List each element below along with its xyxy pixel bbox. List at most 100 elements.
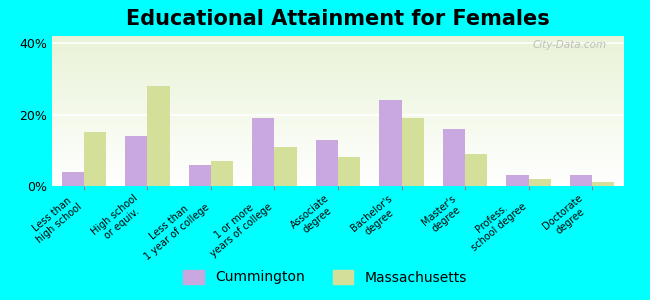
Bar	[211, 161, 233, 186]
Title: Educational Attainment for Females: Educational Attainment for Females	[126, 9, 550, 29]
Bar	[52, 58, 624, 60]
Bar	[52, 76, 624, 78]
Bar	[443, 129, 465, 186]
Bar	[52, 144, 624, 146]
Bar	[52, 174, 624, 176]
Bar	[52, 165, 624, 166]
Bar	[52, 52, 624, 54]
Bar	[52, 138, 624, 140]
Bar	[592, 182, 614, 186]
Bar	[52, 102, 624, 104]
Bar	[52, 63, 624, 64]
Bar	[52, 152, 624, 153]
Bar	[52, 50, 624, 51]
Bar	[316, 140, 338, 186]
Bar	[52, 120, 624, 122]
Bar	[52, 141, 624, 142]
Bar	[84, 132, 106, 186]
Bar	[52, 57, 624, 58]
Bar	[52, 85, 624, 87]
Bar	[52, 72, 624, 74]
Bar	[52, 128, 624, 129]
Legend: Cummington, Massachusetts: Cummington, Massachusetts	[177, 264, 473, 290]
Bar	[52, 82, 624, 84]
Bar	[52, 93, 624, 94]
Bar	[52, 136, 624, 138]
Bar	[52, 116, 624, 117]
Bar	[52, 64, 624, 66]
Bar	[52, 118, 624, 120]
Bar	[52, 56, 624, 57]
Bar	[52, 46, 624, 48]
Bar	[52, 44, 624, 45]
Bar	[402, 118, 424, 186]
Bar	[52, 146, 624, 147]
Bar	[52, 184, 624, 186]
Bar	[52, 134, 624, 135]
Bar	[52, 117, 624, 118]
Bar	[52, 92, 624, 93]
Bar	[52, 114, 624, 116]
Bar	[52, 124, 624, 126]
Bar	[52, 42, 624, 44]
Bar	[52, 162, 624, 164]
Bar	[52, 66, 624, 68]
Bar	[52, 167, 624, 168]
Bar	[52, 110, 624, 111]
Bar	[52, 81, 624, 82]
Bar	[52, 135, 624, 136]
Bar	[465, 154, 488, 186]
Bar	[52, 108, 624, 110]
Bar	[338, 158, 360, 186]
Bar	[52, 74, 624, 75]
Bar	[52, 159, 624, 160]
Bar	[52, 177, 624, 178]
Bar	[52, 130, 624, 132]
Bar	[52, 164, 624, 165]
Bar	[52, 169, 624, 171]
Text: City-Data.com: City-Data.com	[533, 40, 607, 50]
Bar	[52, 39, 624, 40]
Bar	[52, 156, 624, 158]
Bar	[52, 105, 624, 106]
Bar	[252, 118, 274, 186]
Bar	[52, 106, 624, 108]
Bar	[52, 147, 624, 148]
Bar	[52, 48, 624, 50]
Bar	[52, 90, 624, 92]
Bar	[52, 70, 624, 72]
Bar	[52, 68, 624, 69]
Bar	[52, 111, 624, 112]
Bar	[52, 87, 624, 88]
Bar	[52, 172, 624, 174]
Bar	[274, 147, 296, 186]
Bar	[52, 80, 624, 81]
Bar	[52, 98, 624, 99]
Bar	[52, 75, 624, 76]
Bar	[52, 180, 624, 182]
Bar	[52, 140, 624, 141]
Bar	[52, 160, 624, 162]
Bar	[52, 178, 624, 180]
Bar	[506, 175, 528, 186]
Bar	[52, 40, 624, 42]
Bar	[52, 158, 624, 159]
Bar	[62, 172, 84, 186]
Bar	[52, 54, 624, 56]
Bar	[52, 45, 624, 46]
Bar	[52, 150, 624, 152]
Bar	[52, 84, 624, 86]
Bar	[52, 126, 624, 128]
Bar	[52, 183, 624, 184]
Bar	[52, 100, 624, 102]
Bar	[52, 182, 624, 183]
Bar	[52, 112, 624, 114]
Bar	[52, 129, 624, 130]
Bar	[52, 153, 624, 154]
Bar	[52, 61, 624, 63]
Bar	[52, 60, 624, 61]
Bar	[52, 154, 624, 156]
Bar	[52, 132, 624, 134]
Bar	[52, 168, 624, 170]
Bar	[52, 94, 624, 96]
